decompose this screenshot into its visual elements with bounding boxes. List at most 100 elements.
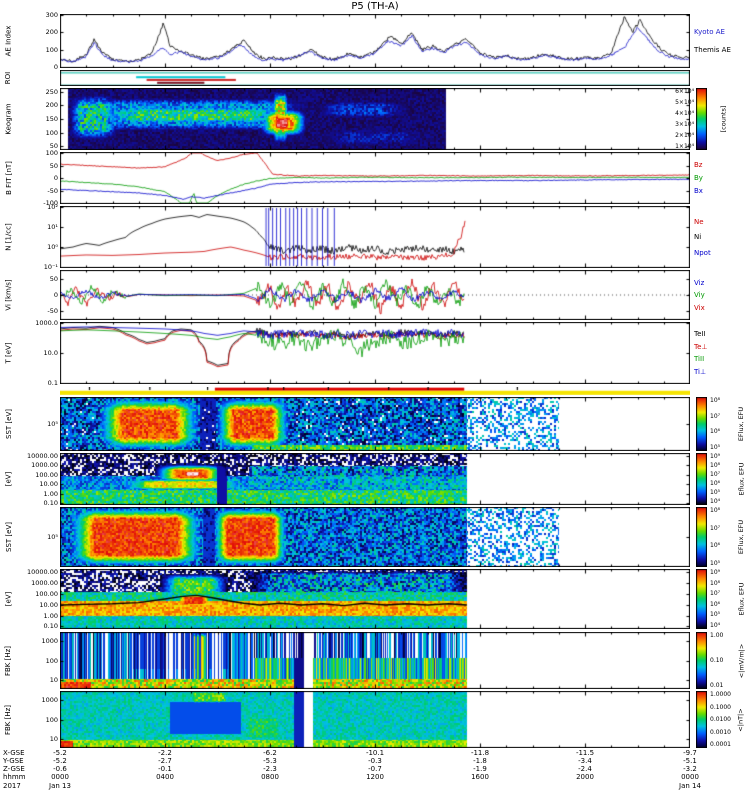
ephem-value: -5.2 (53, 757, 67, 765)
panel-ae: AE Index 300 200 100 0 Kyoto AE Themis AE (0, 12, 750, 71)
n-legend-3: Npot (694, 248, 711, 257)
keogram-colorbar-tick: 5×10⁴ (675, 99, 694, 106)
keogram-colorbar-tick: 2×10⁴ (675, 132, 694, 139)
roi-plot-canvas (60, 70, 690, 86)
ae-legend-1: Kyoto AE (694, 28, 725, 36)
t-ytick-label: 10.0 (43, 349, 58, 357)
sst_ion-colorbar-tick: 10⁵ (710, 444, 721, 451)
esa_elec-axis-label: [eV] (4, 591, 13, 607)
sst_elec-axis-label: SST [eV] (4, 522, 13, 552)
ephem-value: -11.8 (470, 749, 490, 757)
keogram-ytick-label: 250 (45, 87, 58, 96)
n-ytick-label: 10⁻¹ (43, 263, 58, 271)
esa_ion-colorbar-tick: 10⁹ (710, 453, 721, 460)
ae-plot-canvas (60, 14, 690, 68)
bfit-legend-2: By (694, 174, 703, 182)
esa_elec-plot-canvas (60, 569, 690, 629)
sst_elec-colorbar-tick: 10⁶ (710, 542, 721, 550)
bfit-ytick-label: 0 (53, 174, 58, 182)
esa_elec-ytick-label: 1.00 (43, 611, 58, 620)
fbk_b-plot-canvas (60, 691, 690, 748)
panel-t: T [eV] 1000.0 10.0 0.1 TeII Te⊥ TiII Ti⊥ (0, 320, 750, 387)
n-ytick-label: 10² (47, 203, 58, 211)
esa_elec-colorbar-tick: 10⁴ (710, 622, 721, 629)
ae-ytick-label: 100 (45, 45, 58, 54)
roi-axis-label: ROI (4, 71, 13, 85)
ephem-value: 2000 (576, 773, 594, 781)
fbk_e-ytick-label: 10 (49, 675, 58, 684)
esa_ion-plot-canvas (60, 453, 690, 505)
panel-mode (0, 387, 750, 395)
sst_ion-ytick-label: 10⁵ (47, 420, 58, 428)
esa_elec-ytick-label: 1000.00 (31, 578, 58, 587)
keogram-axis-label: Keogram (4, 103, 13, 135)
bfit-ytick-label: 100 (45, 149, 58, 157)
vi-legend-2: Viy (694, 291, 705, 299)
sst_elec-colorbar-tick: 10⁷ (710, 524, 721, 532)
n-plot-canvas (60, 206, 690, 268)
panel-esa_elec: [eV] 10000.00 1000.00 100.00 10.00 1.00 0.10 10… (0, 568, 750, 631)
esa_ion-ytick-label: 100.00 (35, 470, 58, 479)
ephem-value: -0.6 (53, 765, 67, 773)
vi-plot-canvas (60, 270, 690, 320)
esa_elec-colorbar-tick: 10⁷ (710, 590, 721, 598)
sst_ion-colorbar-unit: EFlux, EFU (737, 406, 746, 442)
panel-keogram: Keogram 250 200 150 100 50 6×10⁴ 5×10⁴ 4×10⁴ 3×10… (0, 88, 750, 150)
ephem-value: -5.3 (263, 757, 277, 765)
sst_ion-colorbar (696, 397, 707, 451)
panel-fbk_e: FBK [Hz] 1000 100 10 1.00 0.10 0.01 <|mV/m|> (0, 632, 750, 689)
fbk_e-ytick-label: 1000 (41, 637, 58, 646)
n-axis-label: N [1/cc] (4, 223, 13, 251)
fbk_e-colorbar-unit: <|mV/m|> (737, 643, 746, 678)
ephem-value: -2.4 (578, 765, 592, 773)
fbk_b-ytick-label: 100 (45, 715, 58, 724)
esa_elec-ytick-label: 0.10 (43, 622, 58, 631)
esa_ion-ytick-label: 10.00 (39, 480, 58, 488)
sst_elec-colorbar-tick: 10⁵ (710, 560, 721, 567)
sst_elec-colorbar-unit: EFlux, EFU (737, 519, 746, 555)
ephem-row-label-y-gse: Y-GSE (3, 757, 24, 765)
ephem-value: -3.2 (683, 765, 697, 773)
esa_ion-ytick-label: 0.10 (43, 498, 58, 507)
ephem-value: -10.1 (365, 749, 385, 757)
esa_ion-colorbar-unit: Eflux, EFU (737, 462, 745, 496)
esa_elec-colorbar-tick: 10⁵ (710, 611, 721, 619)
ephem-value: -2.7 (158, 757, 172, 765)
fbk_e-colorbar-tick: 0.10 (710, 657, 724, 664)
keogram-colorbar-tick: 3×10⁴ (675, 121, 694, 128)
esa_elec-colorbar-tick: 10⁶ (710, 600, 721, 608)
panel-n: N [1/cc] 10² 10¹ 10⁰ 10⁻¹ Ne Ni Npot (0, 203, 750, 271)
n-ytick-label: 10⁰ (47, 243, 58, 251)
bfit-ytick-label: -100 (43, 199, 58, 207)
vi-legend-1: Viz (694, 278, 705, 287)
esa_elec-colorbar-tick: 10⁹ (710, 569, 721, 576)
keogram-colorbar-unit: [counts] (719, 105, 728, 133)
bfit-ytick-label: -50 (47, 186, 58, 195)
sst_elec-ytick-label: 10⁵ (47, 533, 58, 541)
esa_ion-colorbar-tick: 10⁶ (710, 480, 721, 487)
esa_ion-colorbar-tick: 10⁷ (710, 471, 721, 478)
ephem-date: Jan 14 (679, 782, 701, 790)
fbk_b-colorbar-tick: 1.0000 (710, 691, 731, 698)
fbk_b-colorbar-tick: 0.0001 (710, 741, 731, 748)
esa_ion-ytick-label: 10000.00 (26, 451, 58, 460)
ephem-year: 2017 (3, 782, 21, 790)
esa_ion-colorbar (696, 453, 707, 505)
plot-panels: AE Index 300 200 100 0 Kyoto AE Themis AE ROI Ke… (0, 12, 750, 748)
sst_elec-plot-canvas (60, 507, 690, 567)
esa_elec-colorbar-unit: Eflux, EFU (737, 582, 745, 616)
ae-ytick-label: 200 (45, 28, 58, 37)
ephem-value: -5.2 (53, 749, 67, 757)
ephem-value: 0800 (261, 773, 279, 781)
fbk_b-colorbar-tick: 0.1000 (710, 703, 731, 711)
sst_ion-colorbar-tick: 10⁶ (710, 428, 721, 436)
vi-ytick-label: 50 (49, 275, 58, 283)
t-legend-4: Ti⊥ (694, 367, 707, 376)
ephem-value: -1.8 (473, 757, 487, 765)
t-legend-3: TiII (694, 355, 705, 364)
ephem-value: -6.2 (263, 749, 277, 757)
keogram-colorbar (696, 88, 707, 150)
ae-axis-label: AE Index (4, 25, 13, 57)
t-ytick-label: 0.1 (47, 379, 58, 387)
